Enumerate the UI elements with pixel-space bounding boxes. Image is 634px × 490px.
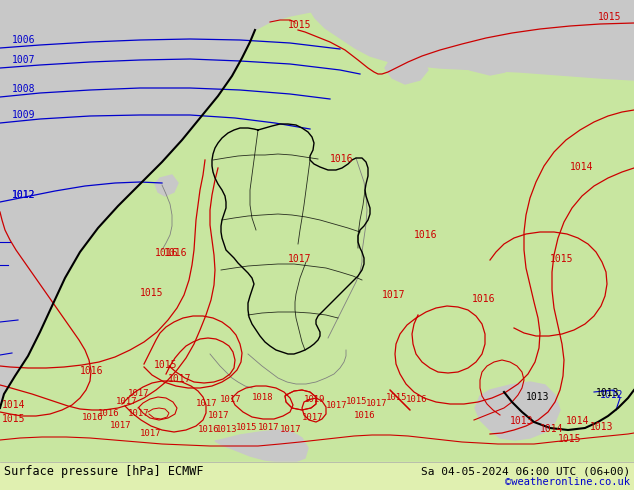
- Text: 1017: 1017: [128, 409, 150, 418]
- Text: 1019: 1019: [304, 395, 325, 404]
- Text: 1014: 1014: [540, 424, 564, 434]
- Text: 1017: 1017: [302, 413, 323, 422]
- Text: 1015: 1015: [346, 397, 368, 406]
- Polygon shape: [0, 462, 634, 490]
- Text: 1017: 1017: [116, 397, 138, 406]
- Text: 1016: 1016: [414, 230, 437, 240]
- Text: 1014: 1014: [566, 416, 590, 426]
- Text: Sa 04-05-2024 06:00 UTC (06+00): Sa 04-05-2024 06:00 UTC (06+00): [421, 466, 630, 476]
- Text: 1015: 1015: [598, 12, 621, 22]
- Polygon shape: [155, 175, 178, 196]
- Text: 1013: 1013: [510, 416, 533, 426]
- Text: 1018: 1018: [252, 393, 273, 402]
- Text: 1017: 1017: [220, 395, 242, 404]
- Text: 1015: 1015: [2, 414, 25, 424]
- Text: 1015: 1015: [558, 434, 581, 444]
- Text: 1016: 1016: [164, 248, 188, 258]
- Text: ©weatheronline.co.uk: ©weatheronline.co.uk: [505, 477, 630, 487]
- Text: 1007: 1007: [12, 55, 36, 65]
- Text: 1014: 1014: [570, 162, 593, 172]
- Text: 1016: 1016: [98, 409, 119, 418]
- Text: 1013: 1013: [526, 392, 550, 402]
- Text: 1008: 1008: [12, 84, 36, 94]
- Text: 1016: 1016: [330, 154, 354, 164]
- Text: 1017: 1017: [128, 389, 150, 398]
- Text: 1016: 1016: [354, 411, 375, 420]
- Text: 1015: 1015: [154, 360, 178, 370]
- Text: 1012: 1012: [12, 190, 36, 200]
- Polygon shape: [215, 430, 308, 462]
- Polygon shape: [475, 382, 560, 440]
- Text: 1017: 1017: [208, 411, 230, 420]
- Text: 1015: 1015: [550, 254, 574, 264]
- Text: 1016: 1016: [82, 413, 103, 422]
- Text: 1015: 1015: [288, 20, 311, 30]
- Text: 1017: 1017: [196, 399, 217, 408]
- Text: 1016: 1016: [198, 425, 219, 434]
- Text: 1017: 1017: [140, 429, 162, 438]
- Text: 1015: 1015: [140, 288, 164, 298]
- Text: 1012: 1012: [600, 390, 623, 400]
- Text: 1017: 1017: [110, 421, 131, 430]
- Text: Surface pressure [hPa] ECMWF: Surface pressure [hPa] ECMWF: [4, 465, 204, 477]
- Polygon shape: [460, 48, 510, 75]
- Text: 1017: 1017: [366, 399, 387, 408]
- Polygon shape: [0, 0, 634, 408]
- Polygon shape: [0, 0, 634, 462]
- Text: 1017: 1017: [280, 425, 302, 434]
- Text: 1017: 1017: [382, 290, 406, 300]
- Polygon shape: [385, 55, 428, 84]
- Text: 1017: 1017: [288, 254, 311, 264]
- Polygon shape: [310, 0, 634, 80]
- Text: 1016: 1016: [155, 248, 179, 258]
- Text: 1013: 1013: [216, 425, 238, 434]
- Text: 1017: 1017: [168, 374, 191, 384]
- Text: 1013: 1013: [596, 388, 619, 398]
- Text: 1016: 1016: [472, 294, 496, 304]
- Text: 1009: 1009: [12, 110, 36, 120]
- Text: 1015: 1015: [236, 423, 257, 432]
- Text: 1017: 1017: [258, 423, 280, 432]
- Text: 1016: 1016: [406, 395, 427, 404]
- Text: 1017: 1017: [326, 401, 347, 410]
- Text: 1014: 1014: [2, 400, 25, 410]
- Text: 1015: 1015: [386, 393, 408, 402]
- Text: 1012: 1012: [12, 190, 36, 200]
- Text: 1013: 1013: [590, 422, 614, 432]
- Text: 1016: 1016: [80, 366, 103, 376]
- Text: 1006: 1006: [12, 35, 36, 45]
